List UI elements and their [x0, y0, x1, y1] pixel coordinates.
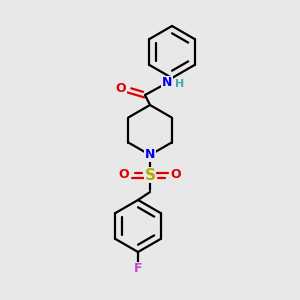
- Text: O: O: [171, 169, 181, 182]
- Text: O: O: [116, 82, 126, 95]
- Text: N: N: [145, 148, 155, 161]
- Text: O: O: [119, 169, 129, 182]
- Text: F: F: [134, 262, 142, 275]
- Text: S: S: [145, 167, 155, 182]
- Text: H: H: [176, 79, 184, 89]
- Text: N: N: [162, 76, 172, 89]
